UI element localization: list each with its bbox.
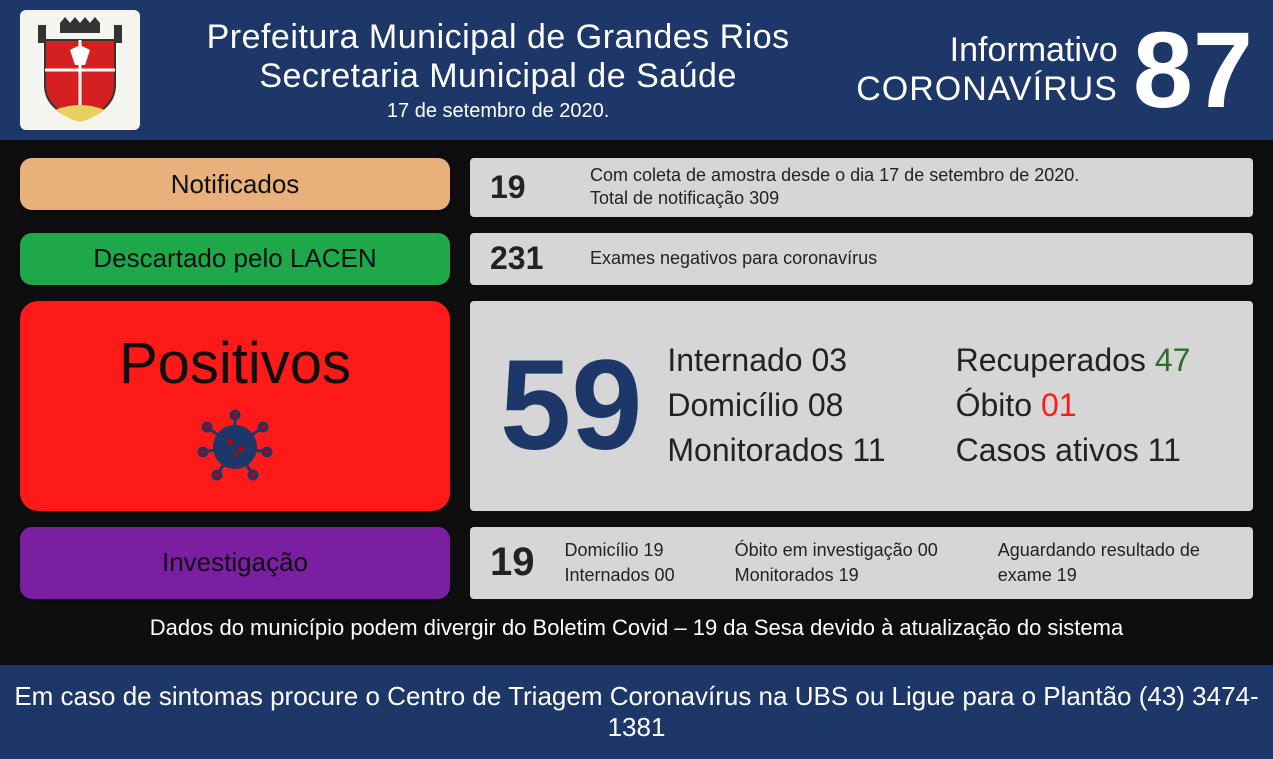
info-label-2: CORONAVÍRUS	[856, 70, 1118, 109]
positives-monitored: Monitorados 11	[667, 432, 885, 469]
header-date: 17 de setembro de 2020.	[155, 100, 841, 123]
positives-count: 59	[500, 342, 642, 470]
notified-desc2: Total de notificação 309	[590, 187, 1079, 210]
pill-notified: Notificados	[20, 158, 450, 210]
positives-active: Casos ativos 11	[956, 432, 1191, 469]
notified-desc1: Com coleta de amostra desde o dia 17 de …	[590, 164, 1079, 187]
positives-death: Óbito 01	[956, 387, 1191, 424]
header-line2: Secretaria Municipal de Saúde	[155, 57, 841, 96]
discarded-desc: Exames negativos para coronavírus	[590, 247, 877, 270]
crest-icon	[30, 15, 130, 125]
municipal-crest	[20, 10, 140, 130]
body: Notificados 19 Com coleta de amostra des…	[0, 140, 1273, 665]
discarded-label: Descartado pelo LACEN	[93, 243, 376, 274]
investigation-awaiting2: exame 19	[998, 563, 1200, 588]
positives-home: Domicílio 08	[667, 387, 885, 424]
panel-notified: 19 Com coleta de amostra desde o dia 17 …	[470, 158, 1253, 217]
panel-discarded: 231 Exames negativos para coronavírus	[470, 233, 1253, 285]
header-line1: Prefeitura Municipal de Grandes Rios	[155, 18, 841, 57]
positives-recovered: Recuperados 47	[956, 342, 1191, 379]
header-titles: Prefeitura Municipal de Grandes Rios Sec…	[155, 18, 841, 123]
investigation-monitored: Monitorados 19	[735, 563, 938, 588]
positives-label: Positivos	[119, 330, 351, 397]
investigation-label: Investigação	[162, 547, 308, 578]
investigation-home: Domicílio 19	[565, 538, 675, 563]
pill-positives: Positivos	[20, 301, 450, 511]
positives-hospitalized: Internado 03	[667, 342, 885, 379]
panel-investigation: 19 Domicílio 19 Internados 00 Óbito em i…	[470, 527, 1253, 599]
notified-label: Notificados	[171, 169, 300, 200]
header: Prefeitura Municipal de Grandes Rios Sec…	[0, 0, 1273, 140]
disclaimer-note: Dados do município podem divergir do Bol…	[20, 615, 1253, 641]
info-label-1: Informativo	[856, 31, 1118, 70]
investigation-hospitalized: Internados 00	[565, 563, 675, 588]
row-investigation: Investigação 19 Domicílio 19 Internados …	[20, 527, 1253, 599]
row-notified: Notificados 19 Com coleta de amostra des…	[20, 158, 1253, 217]
row-discarded: Descartado pelo LACEN 231 Exames negativ…	[20, 233, 1253, 285]
header-right: Informativo CORONAVÍRUS 87	[856, 16, 1253, 124]
footer: Em caso de sintomas procure o Centro de …	[0, 665, 1273, 759]
discarded-count: 231	[490, 240, 570, 277]
edition-number: 87	[1133, 16, 1253, 124]
row-positives: Positivos 59	[20, 301, 1253, 511]
investigation-awaiting1: Aguardando resultado de	[998, 538, 1200, 563]
pill-discarded: Descartado pelo LACEN	[20, 233, 450, 285]
panel-positives: 59 Internado 03 Domicílio 08 Monitorados…	[470, 301, 1253, 511]
investigation-count: 19	[490, 540, 535, 585]
pill-investigation: Investigação	[20, 527, 450, 599]
investigation-death: Óbito em investigação 00	[735, 538, 938, 563]
notified-count: 19	[490, 169, 570, 206]
virus-icon	[195, 407, 275, 482]
